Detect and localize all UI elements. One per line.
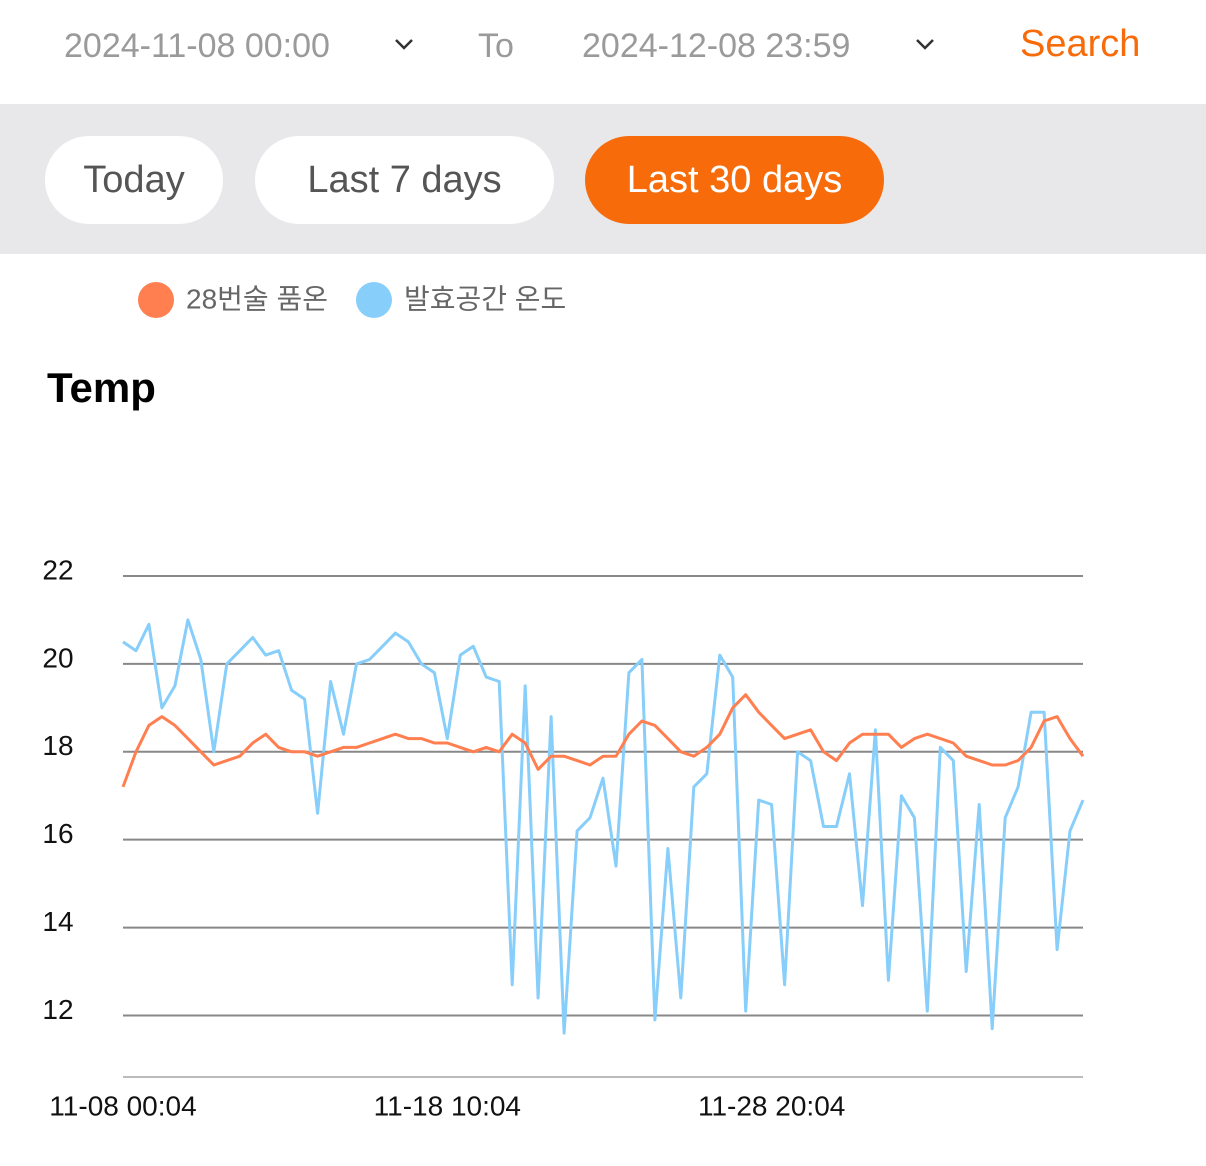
filter-chip[interactable]: Last 30 days bbox=[585, 136, 884, 224]
y-tick-label: 22 bbox=[42, 554, 73, 585]
y-tick-label: 18 bbox=[42, 730, 73, 761]
filter-chip[interactable]: Today bbox=[45, 136, 223, 224]
legend-label[interactable]: 발효공간 온도 bbox=[404, 283, 566, 314]
legend-marker bbox=[355, 282, 392, 318]
x-tick-label: 11-28 20:04 bbox=[698, 1090, 845, 1121]
filter-chip[interactable]: Last 7 days bbox=[255, 136, 554, 224]
y-tick-label: 16 bbox=[42, 818, 73, 849]
chevron bbox=[916, 39, 934, 50]
series-line bbox=[121, 693, 1085, 788]
legend-label[interactable]: 28번술 품온 bbox=[186, 283, 328, 314]
x-tick-label: 11-18 10:04 bbox=[374, 1090, 521, 1121]
legend-marker bbox=[138, 282, 174, 318]
filter-band: Today Last 7 days Last 30 days bbox=[0, 104, 1206, 254]
x-tick-label: 11-08 00:04 bbox=[49, 1090, 196, 1121]
y-tick-label: 12 bbox=[42, 994, 73, 1025]
chart: Temp 28번술 품온 발효공간 온도 12 14 16 18 20 22 11-08 00:… bbox=[42, 282, 1085, 1121]
search-button[interactable]: Search bbox=[1020, 23, 1141, 65]
chevron bbox=[395, 39, 413, 50]
separator: To bbox=[478, 27, 514, 65]
series-line bbox=[122, 618, 1085, 1035]
start-date[interactable]: 2024-11-08 00:00 bbox=[64, 27, 330, 65]
date-range-bar: 2024-11-08 00:00 To 2024-12-08 23:59 Sea… bbox=[0, 0, 1206, 104]
chart-title: Temp bbox=[47, 364, 156, 411]
y-tick-label: 14 bbox=[42, 906, 73, 937]
end-date[interactable]: 2024-12-08 23:59 bbox=[582, 27, 851, 65]
y-tick-label: 20 bbox=[42, 642, 73, 673]
